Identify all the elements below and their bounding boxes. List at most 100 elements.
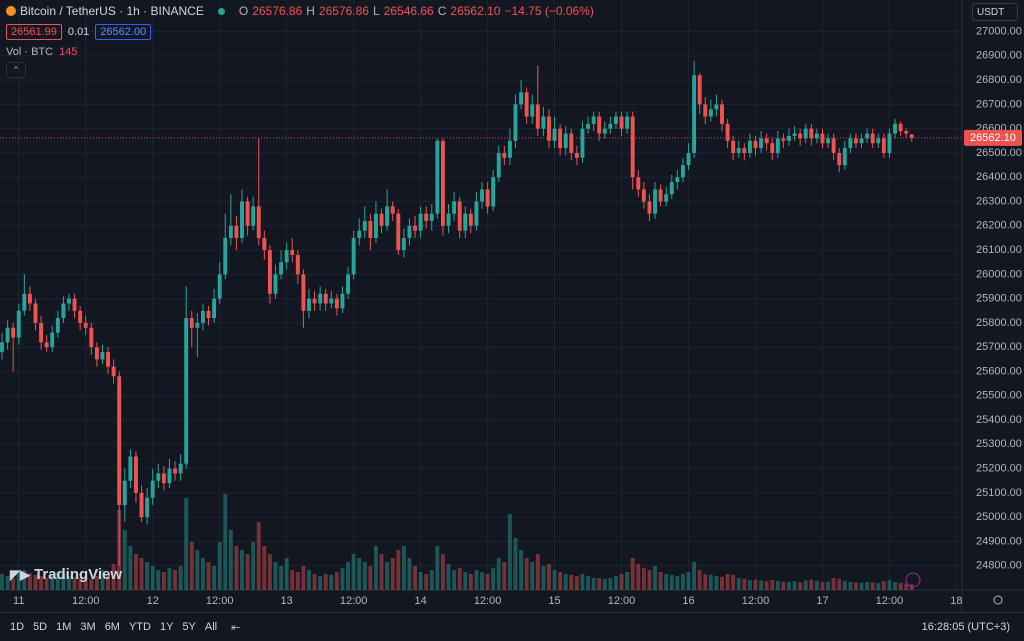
volume-bar xyxy=(625,572,630,590)
candle-body xyxy=(390,206,395,214)
candle-body xyxy=(725,123,730,141)
candle-body xyxy=(764,138,769,144)
candle-body xyxy=(401,237,406,251)
range-button[interactable]: 6M xyxy=(104,621,120,633)
y-tick-label: 25700.00 xyxy=(976,341,1022,353)
volume-bar xyxy=(641,568,646,590)
volume-bar xyxy=(831,578,836,590)
candle-body xyxy=(736,148,741,153)
volume-bar xyxy=(580,574,585,590)
chart: 24800.00 24900.00 25000.00 25100.00 25200.00… xyxy=(0,0,1024,612)
candle-body xyxy=(284,250,289,263)
volume-bar xyxy=(83,577,88,590)
candle-body xyxy=(680,165,685,178)
volume-bar xyxy=(156,570,161,590)
candle-body xyxy=(307,298,311,311)
o-label: O xyxy=(238,4,249,18)
candle-body xyxy=(714,104,719,110)
volume-bar xyxy=(502,562,507,590)
x-tick-label: 13 xyxy=(281,595,293,607)
candle-body xyxy=(524,92,529,117)
candle-body xyxy=(798,133,803,139)
volume-bar xyxy=(256,522,261,590)
candle-body xyxy=(173,468,177,474)
candle-body xyxy=(234,225,239,238)
volume-bar xyxy=(94,576,99,590)
candle-body xyxy=(898,123,903,132)
y-tick-label: 25400.00 xyxy=(976,414,1022,426)
volume-bar xyxy=(44,578,49,590)
buy-price[interactable]: 26562.00 xyxy=(95,24,152,40)
volume-bar xyxy=(530,562,535,590)
candle-body xyxy=(535,104,540,129)
candle-body xyxy=(876,138,881,144)
candle-body xyxy=(318,293,323,304)
volume-bar xyxy=(167,568,172,590)
collapse-button[interactable]: ⌃ xyxy=(6,62,26,78)
range-button[interactable]: 5Y xyxy=(182,621,196,633)
candle-body xyxy=(519,92,524,105)
volume-bar xyxy=(195,550,200,590)
volume-bar xyxy=(396,550,401,590)
candle-body xyxy=(72,298,77,311)
change: −14.75 (−0.06%) xyxy=(504,4,594,18)
volume-bar xyxy=(792,581,797,590)
range-button[interactable]: 3M xyxy=(80,621,96,633)
volume-bar xyxy=(669,574,674,590)
candle-body xyxy=(273,274,278,294)
range-button[interactable]: All xyxy=(204,621,218,633)
volume-bar xyxy=(798,582,803,590)
candle-body xyxy=(228,225,233,238)
candle-body xyxy=(887,133,892,153)
candle-body xyxy=(134,456,138,493)
sell-price[interactable]: 26561.99 xyxy=(6,24,62,40)
range-button[interactable]: 1Y xyxy=(159,621,174,633)
candle-body xyxy=(893,123,897,134)
y-tick-label: 26200.00 xyxy=(976,220,1022,232)
candle-body xyxy=(106,352,111,367)
candle-body xyxy=(245,201,250,226)
c-label: C xyxy=(437,4,447,18)
volume-bar xyxy=(485,574,490,590)
candle-body xyxy=(89,327,94,348)
range-button[interactable]: 1M xyxy=(56,621,72,633)
volume-bar xyxy=(267,554,272,590)
volume-bar xyxy=(586,576,591,590)
volume-bar xyxy=(658,572,663,590)
candle-body xyxy=(240,201,244,238)
candle-body xyxy=(178,463,183,474)
volume-bar xyxy=(725,574,730,590)
x-tick-label: 12:00 xyxy=(608,595,636,607)
currency-select[interactable]: USDT xyxy=(972,3,1018,21)
volume-bar xyxy=(346,562,351,590)
last-price-box xyxy=(964,129,1022,146)
volume-bar xyxy=(374,546,378,590)
candle-body xyxy=(457,201,462,231)
candle-body xyxy=(563,133,568,149)
candle-body xyxy=(759,138,764,149)
volume-value: 145 xyxy=(59,46,78,58)
y-tick-label: 25900.00 xyxy=(976,293,1022,305)
volume-bar xyxy=(496,558,501,590)
candle-body xyxy=(429,213,434,221)
range-button[interactable]: 5D xyxy=(33,621,48,633)
x-tick-label: 12:00 xyxy=(72,595,100,607)
volume-bar xyxy=(106,574,111,590)
date-range-icon[interactable]: ⇤ xyxy=(231,621,241,634)
volume-bar xyxy=(139,558,144,590)
volume-bar xyxy=(150,566,155,590)
volume-bar xyxy=(675,576,680,590)
candle-body xyxy=(720,104,724,124)
volume-bar xyxy=(100,570,105,590)
range-button[interactable]: YTD xyxy=(128,621,151,633)
volume-bar xyxy=(803,580,808,590)
settings-icon[interactable] xyxy=(993,595,1003,605)
volume-bar xyxy=(78,578,83,590)
volume-bar xyxy=(686,572,691,590)
alert-icon[interactable] xyxy=(905,572,921,588)
axis-labels: 24800.00 24900.00 25000.00 25100.00 25200.00… xyxy=(0,25,1022,607)
volume-bar xyxy=(826,581,831,590)
volume-bar xyxy=(904,583,909,590)
symbol[interactable]: Bitcoin / TetherUS · 1h · BINANCE xyxy=(20,4,204,18)
range-button[interactable]: 1D xyxy=(10,621,25,633)
